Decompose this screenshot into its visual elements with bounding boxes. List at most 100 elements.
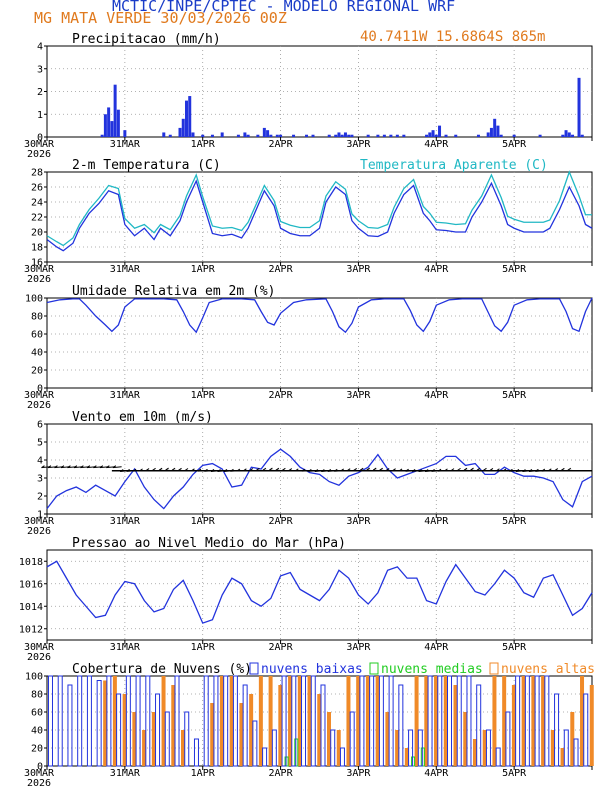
rh-frame [46, 297, 593, 389]
pressure-ytick-label: 1012 [19, 624, 43, 635]
wind-arrow-head [567, 467, 572, 471]
pressure-xtick-label: 5APR [502, 642, 527, 653]
cloud-legend-label: nuvens altas [501, 662, 595, 677]
cloud-bar-low [262, 747, 268, 767]
cloud-bar-high [502, 676, 507, 766]
cloud-bar-low [281, 675, 287, 767]
temp-xtick-label: 1APR [191, 264, 216, 275]
cloud-bar-low [174, 675, 180, 767]
precip-bar [311, 134, 315, 137]
cloud-bar-low [583, 693, 589, 767]
wind-arrow-head [93, 465, 97, 469]
cloud-legend-label: nuvens baixas [261, 662, 363, 677]
precip-bar [256, 134, 260, 137]
temp-ytick-label: 16 [31, 258, 43, 269]
temp-ytick-label: 24 [31, 198, 43, 209]
clouds-ytick-label: 20 [31, 744, 43, 755]
precip-bar [577, 77, 581, 137]
wind-series-line [46, 448, 593, 510]
pressure-frame [46, 549, 593, 641]
cloud-bar-high [356, 676, 361, 766]
temp-ytick-label: 28 [31, 168, 43, 179]
cloud-bar-low [86, 675, 92, 767]
cloud-bar-high [103, 680, 108, 766]
wind-arrow-head [158, 467, 163, 471]
clouds-ytick-label: 80 [31, 690, 43, 701]
precip-xtick-label: 31MAR [110, 139, 141, 150]
pressure-xtick-label: 4APR [424, 642, 449, 653]
rh-xtick-label: 4APR [424, 390, 449, 401]
cloud-bar-low [369, 675, 375, 767]
cloud-bar-high [570, 712, 575, 766]
cloud-bar-high [336, 730, 341, 766]
cloud-bar-low [378, 675, 384, 767]
cloud-bar-high [132, 712, 137, 766]
precip-bar [162, 132, 166, 137]
wind-title: Vento em 10m (m/s) [72, 410, 213, 425]
precip-title: Precipitacao (mm/h) [72, 32, 221, 47]
cloud-bar-low [193, 738, 199, 767]
wind-arrow-head [171, 467, 176, 471]
clouds-xtick-label: 30MAR [24, 768, 55, 779]
clouds-ytick-label: 0 [37, 762, 43, 773]
wind-arrow-head [54, 465, 58, 469]
precip-bar [123, 130, 127, 137]
rh-title: Umidade Relativa em 2m (%) [72, 284, 276, 299]
precip-bar [340, 134, 344, 137]
cloud-bar-high [580, 676, 585, 766]
chart-title: MCTIC/INPE/CPTEC - MODELO REGIONAL WRF [112, 0, 456, 15]
wind-xtick-label: 31MAR [110, 516, 141, 527]
cloud-bar-high [434, 676, 439, 766]
wind-xtick-label: 4APR [424, 516, 449, 527]
cloud-bar-low [164, 711, 170, 767]
cloud-bar-high [297, 676, 302, 766]
precip-xtick-label: 1APR [191, 139, 216, 150]
cloud-bar-low [155, 693, 161, 767]
precip-bar [220, 132, 224, 137]
pressure-title: Pressao ao Nivel Medio do Mar (hPa) [72, 536, 346, 551]
cloud-bar-high [511, 685, 516, 766]
cloud-bar-high [151, 712, 156, 766]
temp-xtick-label: 30MAR [24, 264, 55, 275]
wind-arrow-head [269, 467, 273, 471]
cloud-bar-low [116, 693, 122, 767]
cloud-bar-high [531, 676, 536, 766]
precip-bar [434, 134, 438, 137]
wind-arrow-head [112, 465, 117, 469]
precip-bar [327, 134, 331, 137]
cloud-bar-low [437, 675, 443, 767]
temp-ytick-label: 22 [31, 213, 43, 224]
precip-ytick-label: 2 [37, 87, 43, 98]
rh-xtick-label: 30MAR [24, 390, 55, 401]
cloud-bar-low [476, 684, 482, 767]
wind-year-label: 2026 [27, 526, 51, 537]
cloud-bar-low [388, 675, 394, 767]
precip-bar [188, 96, 192, 137]
clouds-title: Cobertura de Nuvens (%) [72, 662, 252, 677]
precip-bar [262, 127, 266, 137]
precip-bar [376, 134, 380, 137]
wind-arrow-head [80, 465, 84, 469]
rh-ytick-label: 60 [31, 330, 43, 341]
wind-ytick-label: 1 [37, 510, 43, 521]
precip-bar [107, 107, 111, 137]
cloud-bar-high [463, 712, 468, 766]
wind-arrow-head [476, 467, 481, 471]
precip-bar [382, 134, 386, 137]
cloud-bar-high [171, 685, 176, 766]
clouds-xtick-label: 4APR [424, 768, 449, 779]
clouds-year-label: 2026 [27, 778, 51, 789]
cloud-bar-low [47, 675, 53, 767]
precip-bar [275, 134, 279, 137]
cloud-bar-low [485, 729, 491, 767]
cloud-bar-low [106, 675, 112, 767]
temp-ytick-label: 26 [31, 183, 43, 194]
cloud-bar-low [291, 675, 297, 767]
cloud-legend-swatch [369, 662, 379, 675]
clouds-xtick-label: 5APR [502, 768, 527, 779]
pressure-year-label: 2026 [27, 652, 51, 663]
temp-series-line [46, 179, 593, 252]
clouds-ytick-label: 60 [31, 708, 43, 719]
